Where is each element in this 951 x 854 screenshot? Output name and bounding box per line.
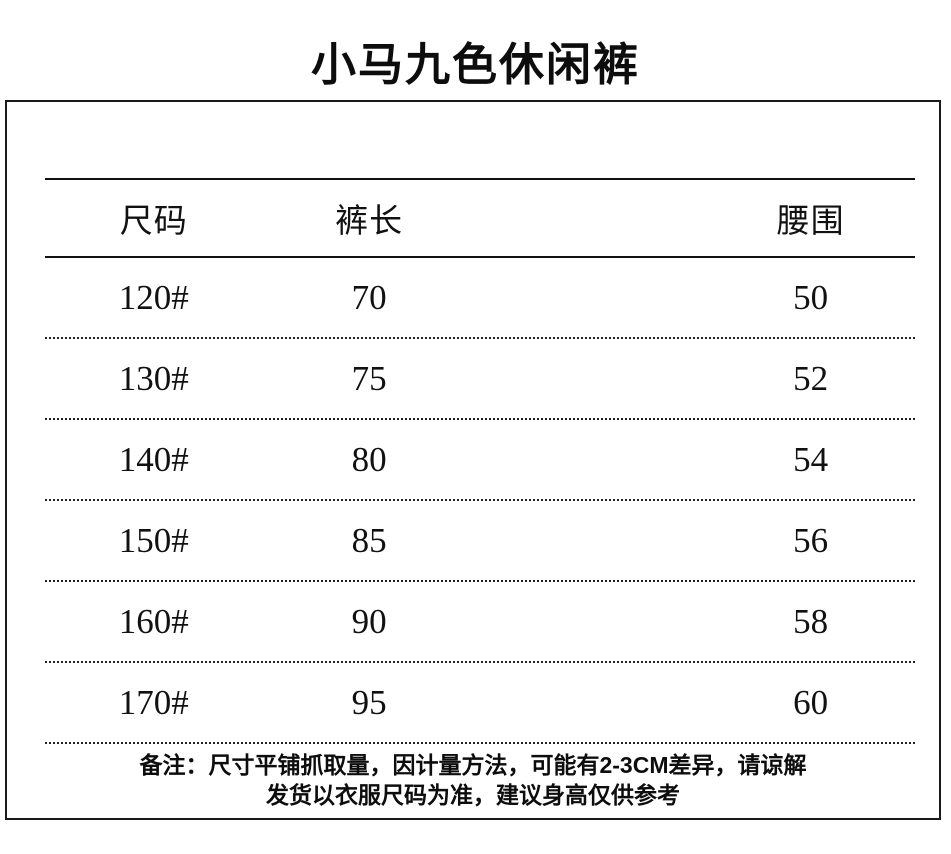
- table-row: 170# 95 60: [45, 663, 915, 744]
- length-cell: 70: [351, 277, 387, 317]
- size-cell: 130#: [118, 358, 189, 398]
- size-chart-box: 尺码 裤长 腰围 120# 70 50 130# 75 52 140# 80 5…: [5, 100, 941, 820]
- size-cell: 120#: [118, 277, 189, 317]
- size-table: 尺码 裤长 腰围 120# 70 50 130# 75 52 140# 80 5…: [45, 178, 915, 744]
- length-cell: 80: [351, 439, 387, 479]
- page-title: 小马九色休闲裤: [310, 40, 640, 90]
- table-row: 150# 85 56: [45, 501, 915, 582]
- note-line-2: 发货以衣服尺码为准，建议身高仅供参考: [266, 782, 680, 808]
- header-cell-length: 裤长: [335, 204, 404, 240]
- remarks: 备注：尺寸平铺抓取量，因计量方法，可能有2-3CM差异，请谅解 发货以衣服尺码为…: [7, 742, 939, 818]
- waist-cell: 56: [793, 520, 829, 560]
- size-cell: 160#: [118, 601, 189, 641]
- table-header-row: 尺码 裤长 腰围: [45, 178, 915, 258]
- waist-cell: 60: [793, 682, 829, 722]
- waist-cell: 54: [793, 439, 829, 479]
- length-cell: 75: [351, 358, 387, 398]
- table-row: 160# 90 58: [45, 582, 915, 663]
- size-cell: 140#: [118, 439, 189, 479]
- waist-cell: 50: [793, 277, 829, 317]
- length-cell: 90: [351, 601, 387, 641]
- table-row: 120# 70 50: [45, 258, 915, 339]
- size-cell: 150#: [118, 520, 189, 560]
- header-cell-waist: 腰围: [776, 204, 845, 240]
- waist-cell: 52: [793, 358, 829, 398]
- note-line-1: 备注：尺寸平铺抓取量，因计量方法，可能有2-3CM差异，请谅解: [139, 751, 807, 778]
- waist-cell: 58: [793, 601, 829, 641]
- table-row: 130# 75 52: [45, 339, 915, 420]
- length-cell: 95: [351, 682, 387, 722]
- header-cell-size: 尺码: [119, 204, 188, 240]
- size-cell: 170#: [118, 682, 189, 722]
- length-cell: 85: [351, 520, 387, 560]
- table-row: 140# 80 54: [45, 420, 915, 501]
